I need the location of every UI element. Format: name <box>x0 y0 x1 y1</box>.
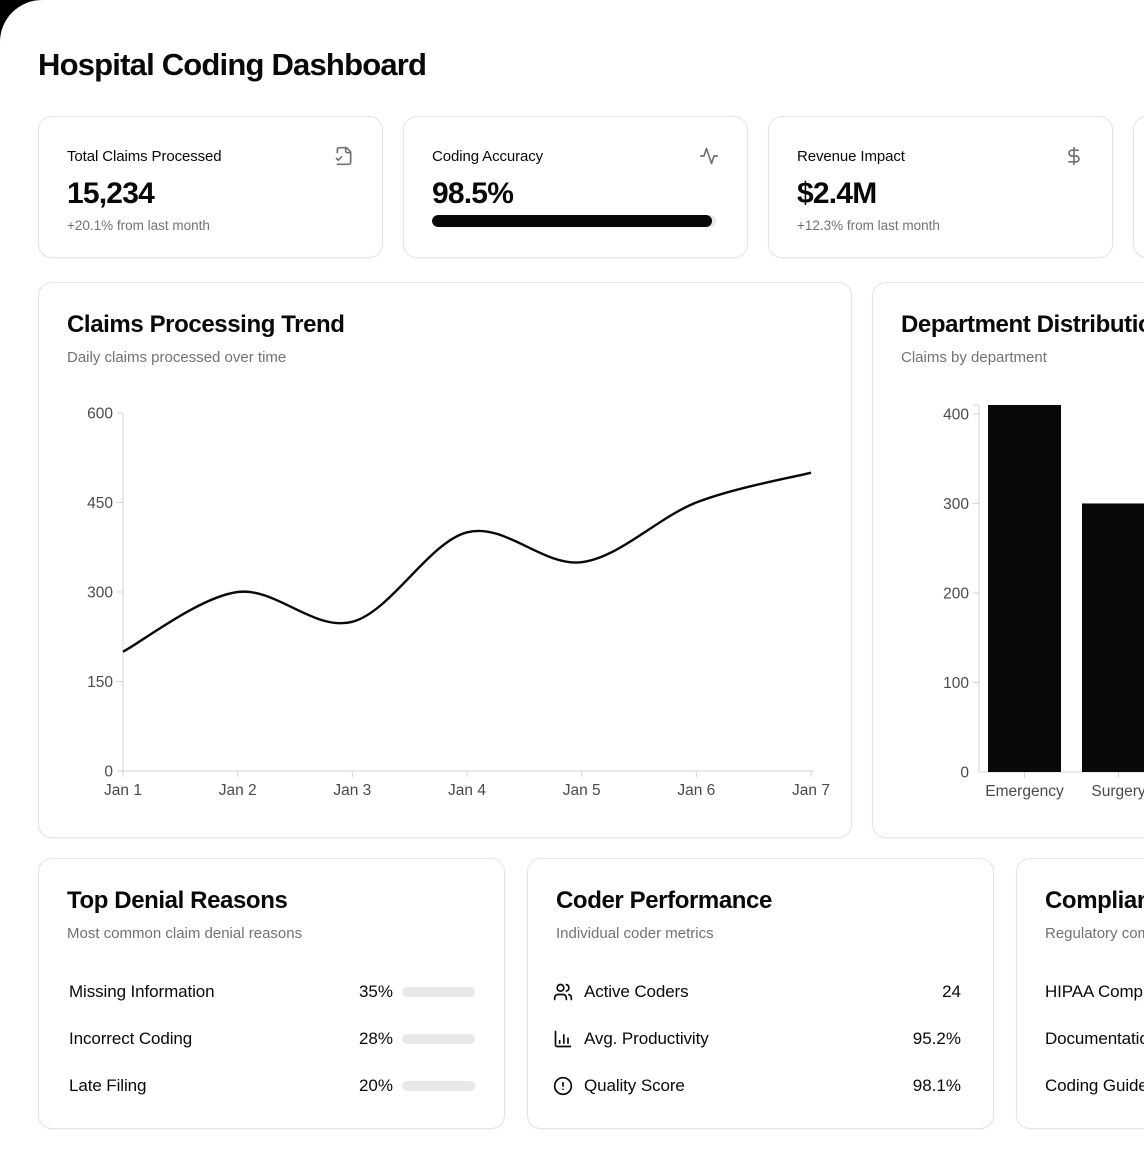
stat-change: +12.3% from last month <box>797 218 940 233</box>
chart-title: Department Distribution <box>901 311 1144 338</box>
window-corner-notch <box>0 0 46 46</box>
claims-trend-line-chart: 0 150 300 450 600 Jan 1 Jan 2 Jan 3 Jan 4 Jan 5 Ja… <box>87 406 830 800</box>
stat-value: 98.5% <box>432 177 514 210</box>
bar-chart-icon <box>553 1029 573 1049</box>
page-title: Hospital Coding Dashboard <box>38 47 427 82</box>
dollar-sign-icon <box>1064 146 1084 166</box>
svg-text:Jan 7: Jan 7 <box>792 782 830 799</box>
claims-trend-card: Claims Processing Trend Daily claims pro… <box>38 282 852 838</box>
card-title: Coder Performance <box>556 887 772 914</box>
svg-text:Emergency: Emergency <box>985 783 1064 800</box>
denial-reasons-card: Top Denial Reasons Most common claim den… <box>38 858 505 1129</box>
denial-row: Missing Information 35% <box>69 977 475 1007</box>
compliance-label: Coding Guidelines <box>1045 1076 1144 1095</box>
metric-value: 98.1% <box>912 1076 961 1095</box>
card-subtitle: Individual coder metrics <box>556 925 714 942</box>
coder-metric-row: Quality Score 98.1% <box>553 1071 961 1101</box>
svg-text:Jan 3: Jan 3 <box>333 782 371 799</box>
metric-value: 95.2% <box>912 1029 961 1048</box>
denial-label: Missing Information <box>69 982 215 1001</box>
svg-text:600: 600 <box>87 406 113 423</box>
denial-row: Late Filing 20% <box>69 1071 475 1101</box>
denial-minibar <box>402 1081 475 1091</box>
chart-subtitle: Daily claims processed over time <box>67 349 287 366</box>
denial-pct: 20% <box>358 1076 393 1095</box>
stat-card-clipped <box>1133 116 1144 258</box>
metric-label: Avg. Productivity <box>584 1029 709 1048</box>
coder-metric-row: Avg. Productivity 95.2% <box>553 1024 961 1054</box>
svg-text:Jan 5: Jan 5 <box>563 782 601 799</box>
svg-text:Jan 6: Jan 6 <box>677 782 715 799</box>
svg-text:150: 150 <box>87 674 113 691</box>
compliance-row: HIPAA Compliance <box>1045 977 1144 1007</box>
denial-minibar <box>402 987 475 997</box>
metric-label: Active Coders <box>584 982 689 1001</box>
stat-card-revenue-impact: Revenue Impact $2.4M +12.3% from last mo… <box>768 116 1113 258</box>
department-distribution-card: Department Distribution Claims by depart… <box>872 282 1144 838</box>
denial-row: Incorrect Coding 28% <box>69 1024 475 1054</box>
svg-text:300: 300 <box>943 496 969 513</box>
svg-text:200: 200 <box>943 585 969 602</box>
stat-card-coding-accuracy: Coding Accuracy 98.5% <box>403 116 748 258</box>
compliance-label: Documentation <box>1045 1029 1144 1048</box>
denial-pct: 35% <box>358 982 393 1001</box>
svg-text:0: 0 <box>104 764 113 781</box>
activity-icon <box>699 146 719 166</box>
svg-text:Jan 4: Jan 4 <box>448 782 486 799</box>
denial-minibar <box>402 1034 475 1044</box>
card-title: Top Denial Reasons <box>67 887 288 914</box>
svg-text:Surgery: Surgery <box>1091 783 1144 800</box>
compliance-row: Documentation <box>1045 1024 1144 1054</box>
stat-title: Coding Accuracy <box>432 147 544 165</box>
metric-value: 24 <box>942 982 961 1001</box>
denial-label: Late Filing <box>69 1076 147 1095</box>
card-subtitle: Regulatory compliance <box>1045 925 1144 942</box>
accuracy-progress-fill <box>432 215 712 227</box>
chart-title: Claims Processing Trend <box>67 311 345 338</box>
department-bar-chart: 0 100 200 300 400 Emergency Surgery <box>943 404 1144 800</box>
svg-text:400: 400 <box>943 406 969 423</box>
stat-card-total-claims: Total Claims Processed 15,234 +20.1% fro… <box>38 116 383 258</box>
stat-value: $2.4M <box>797 177 877 210</box>
svg-text:450: 450 <box>87 495 113 512</box>
denial-pct: 28% <box>358 1029 393 1048</box>
coder-metric-row: Active Coders 24 <box>553 977 961 1007</box>
stat-title: Revenue Impact <box>797 147 905 165</box>
compliance-row: Coding Guidelines <box>1045 1071 1144 1101</box>
svg-text:Jan 1: Jan 1 <box>104 782 142 799</box>
stat-title: Total Claims Processed <box>67 147 222 165</box>
chart-subtitle: Claims by department <box>901 349 1047 366</box>
denial-label: Incorrect Coding <box>69 1029 193 1048</box>
svg-text:Jan 2: Jan 2 <box>219 782 257 799</box>
svg-text:0: 0 <box>960 765 969 782</box>
card-title: Compliance <box>1045 887 1144 914</box>
users-icon <box>553 982 573 1002</box>
compliance-label: HIPAA Compliance <box>1045 982 1144 1001</box>
stat-value: 15,234 <box>67 177 155 210</box>
coder-performance-card: Coder Performance Individual coder metri… <box>527 858 994 1129</box>
metric-label: Quality Score <box>584 1076 685 1095</box>
accuracy-progress-bar <box>432 215 716 227</box>
svg-text:300: 300 <box>87 585 113 602</box>
alert-circle-icon <box>553 1076 573 1096</box>
compliance-card: Compliance Regulatory compliance HIPAA C… <box>1016 858 1144 1129</box>
svg-text:100: 100 <box>943 675 969 692</box>
file-check-icon <box>334 146 354 166</box>
stat-change: +20.1% from last month <box>67 218 210 233</box>
card-subtitle: Most common claim denial reasons <box>67 925 303 942</box>
